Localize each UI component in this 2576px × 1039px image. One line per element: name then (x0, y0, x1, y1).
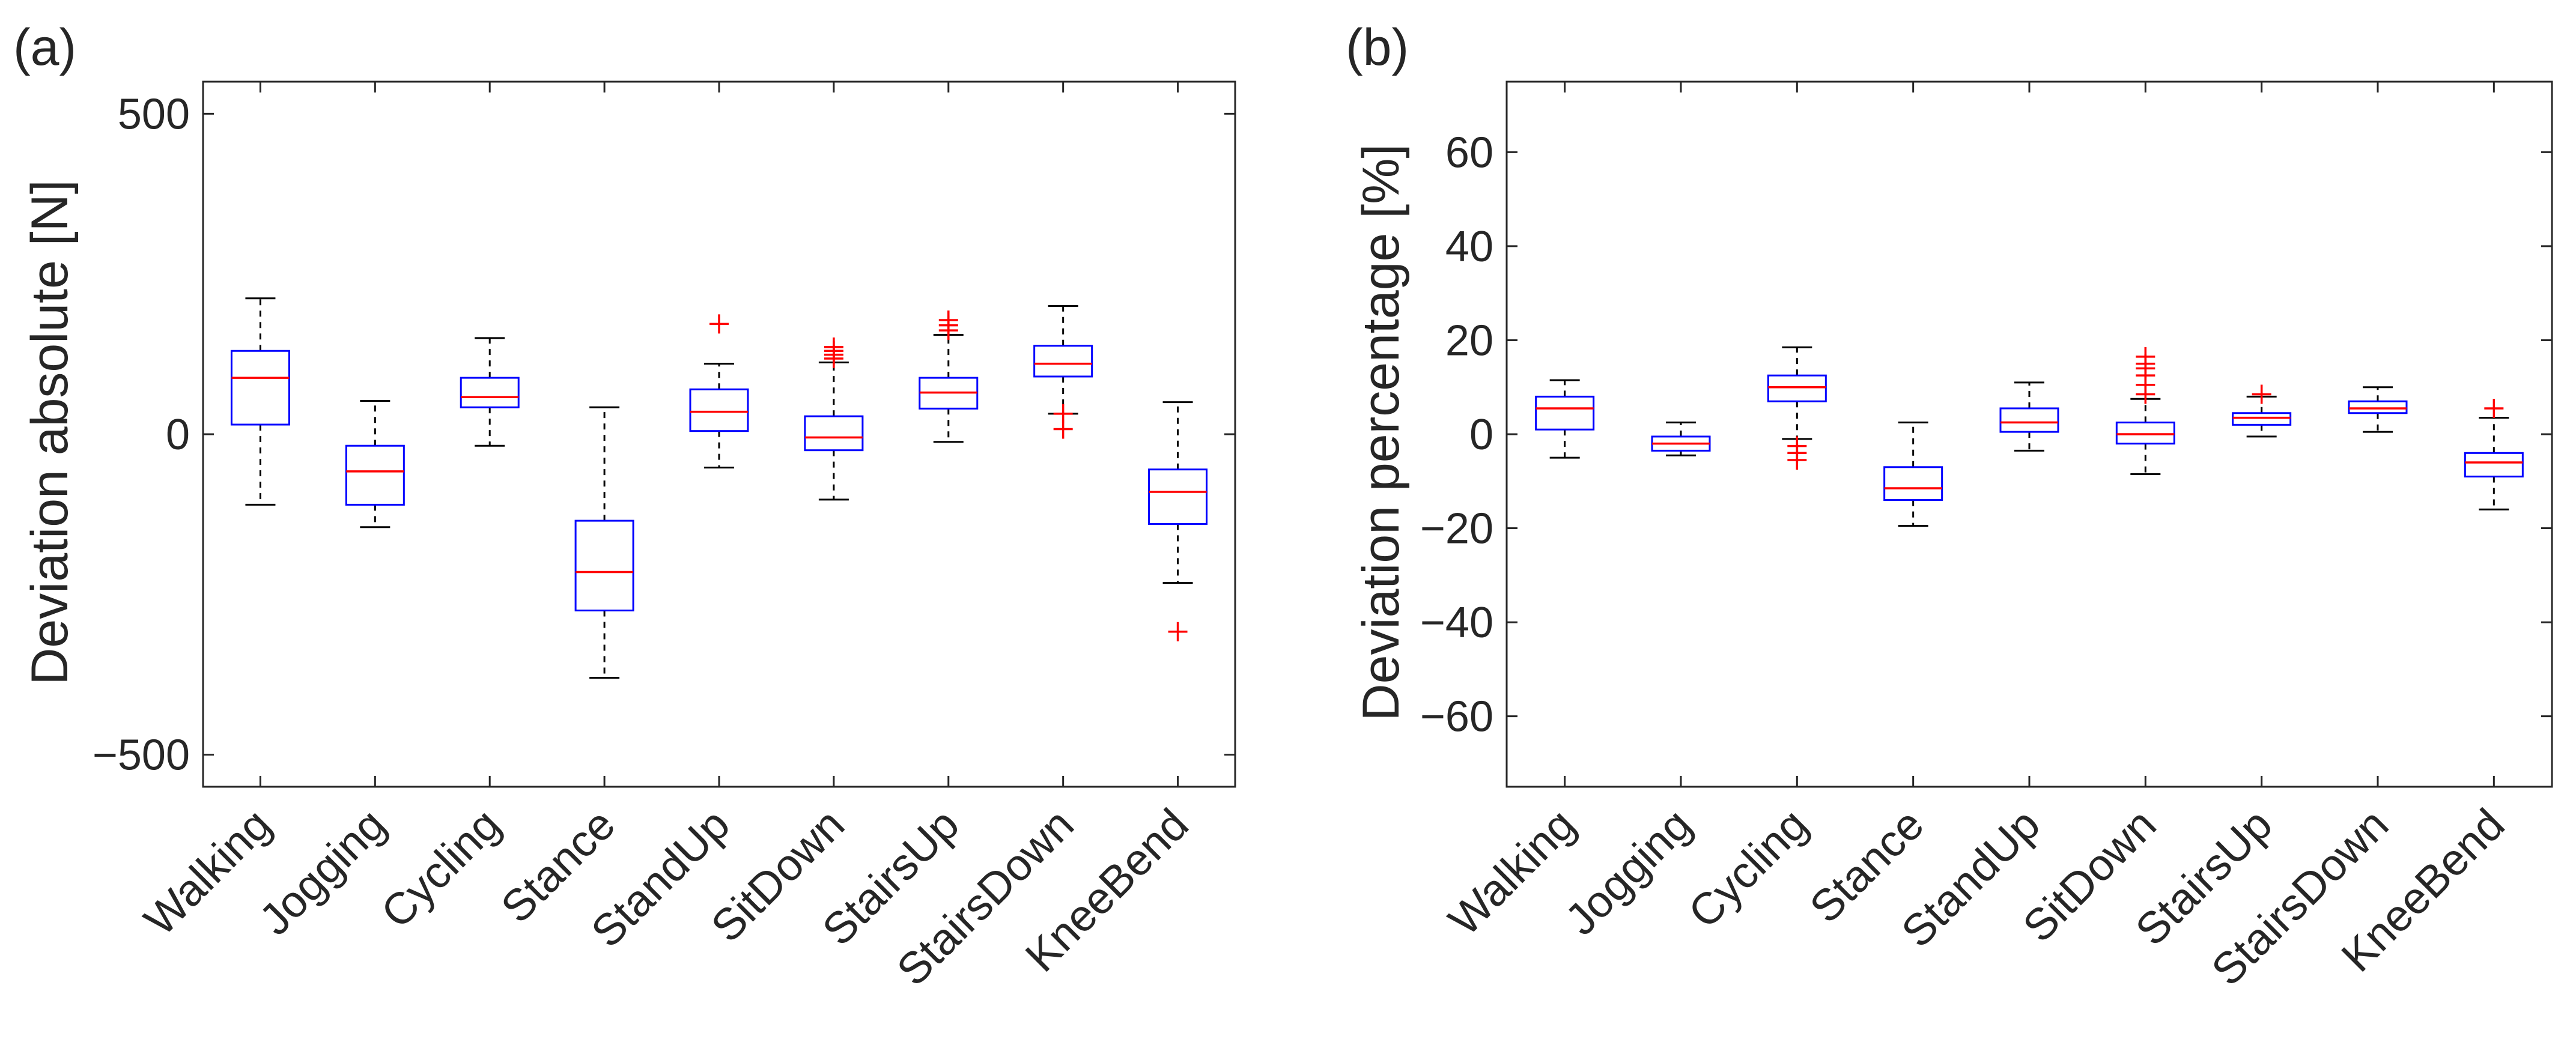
panel-b-chart: (b) Deviation percentage [%] −60 −40 −20 0 2… (1346, 19, 2553, 995)
panel-b-y-tick-label: 20 (1445, 317, 1493, 365)
panel-b-box-standup (1999, 407, 2059, 433)
panel-a-outlier-sitdown (824, 337, 843, 357)
panel-b-category-label: Walking (1439, 799, 1585, 945)
panel-b-y-tick-label: −40 (1420, 599, 1493, 647)
panel-b-category-label: Cycling (1678, 799, 1817, 938)
panel-a-chart: (a) Deviation absolute [N] −500 0 500 Walki… (13, 19, 1236, 995)
panel-a-box-kneebend (1148, 468, 1208, 525)
panel-b-y-tick-label: −20 (1420, 505, 1493, 553)
panel-b-box-cycling (1767, 374, 1827, 402)
panel-b-y-tick-label: 40 (1445, 223, 1493, 271)
panel-a-y-axis-label: Deviation absolute [N] (21, 180, 79, 685)
panel-a-plot-area: −5000500WalkingJoggingCyclingStanceStand… (93, 80, 1236, 995)
panel-a-box-standup (689, 388, 749, 432)
panel-a-outlier-stairsup (938, 310, 958, 330)
panel-b-label: (b) (1346, 19, 1409, 76)
panel-b-outlier-cycling (1787, 450, 1807, 470)
panel-b-y-axis-label: Deviation percentage [%] (1352, 144, 1410, 721)
panel-a-label: (a) (13, 19, 76, 76)
panel-a-y-tick-label: 500 (118, 90, 190, 138)
panel-a-box-jogging (345, 444, 405, 506)
panel-b-y-tick-label: 60 (1445, 129, 1493, 177)
panel-a-outlier-standup (709, 314, 729, 334)
panel-b-plot-area: −60−40−200204060WalkingJoggingCyclingSta… (1420, 80, 2553, 995)
panel-a-box-stairsdown (1033, 345, 1093, 378)
panel-b-category-label: Jogging (1555, 799, 1701, 945)
panel-b-y-tick-label: 0 (1469, 411, 1493, 459)
panel-a-box-sitdown (804, 415, 864, 452)
panel-b-box-kneebend (2464, 452, 2524, 477)
panel-a-category-label: Cycling (371, 799, 509, 938)
panel-a-y-tick-label: 0 (166, 411, 190, 459)
panel-a-outlier-stairsdown (1053, 404, 1073, 423)
panel-a-y-tick-label: −500 (93, 732, 190, 780)
panel-a-box-cycling (460, 377, 520, 408)
panel-a-outlier-kneebend (1168, 622, 1188, 641)
panel-b-outlier-stairsup (2252, 384, 2271, 404)
panel-b-outlier-kneebend (2484, 398, 2504, 418)
panel-b-box-sitdown (2115, 421, 2175, 445)
panel-a-box-stance (574, 520, 634, 612)
panel-b-y-tick-label: −60 (1420, 693, 1493, 741)
panel-b-box-stance (1883, 466, 1943, 501)
panel-a-box-walking (230, 350, 290, 426)
panel-a-category-label: Walking (135, 799, 281, 945)
panel-b-outlier-sitdown (2136, 347, 2155, 366)
panel-b-box-stairsdown (2348, 400, 2408, 414)
panel-b-box-stairsup (2232, 412, 2292, 426)
panel-a-category-label: Jogging (250, 799, 395, 945)
panel-b-box-walking (1535, 395, 1595, 431)
